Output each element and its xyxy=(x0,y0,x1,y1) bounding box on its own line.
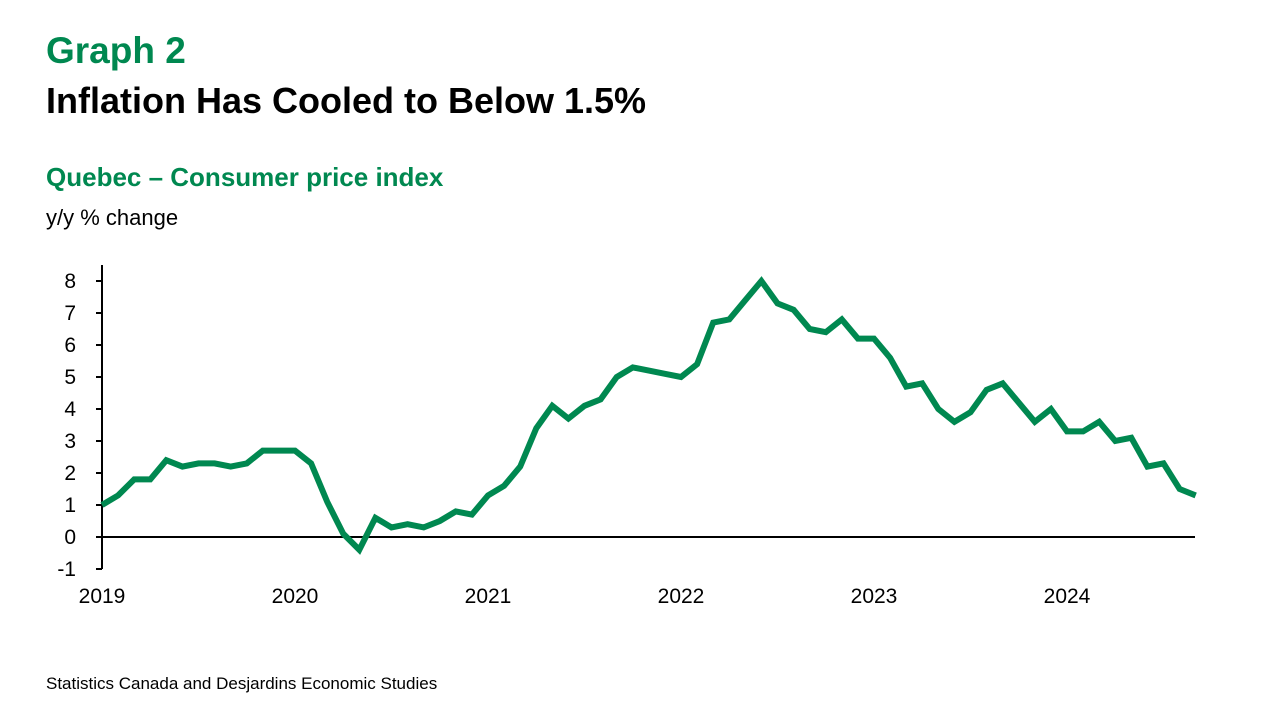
x-tick-label: 2023 xyxy=(851,585,898,608)
x-tick-label: 2022 xyxy=(658,585,705,608)
y-tick-label: 6 xyxy=(64,334,76,357)
y-tick-label: 5 xyxy=(64,366,76,389)
y-tick-label: 3 xyxy=(64,430,76,453)
chart-subtitle: Quebec – Consumer price index xyxy=(46,162,444,192)
y-tick-label: 1 xyxy=(64,494,76,517)
x-tick-label: 2024 xyxy=(1044,585,1091,608)
y-tick-label: 7 xyxy=(64,302,76,325)
y-tick-label: -1 xyxy=(57,558,76,581)
y-axis-unit-label: y/y % change xyxy=(46,205,179,230)
x-tick-label: 2021 xyxy=(465,585,512,608)
chart-title: Inflation Has Cooled to Below 1.5% xyxy=(46,80,647,121)
x-tick-label: 2020 xyxy=(272,585,319,608)
series-line xyxy=(100,276,1197,555)
y-tick-label: 0 xyxy=(64,526,76,549)
source-note: Statistics Canada and Desjardins Economi… xyxy=(46,674,438,693)
y-tick-label: 8 xyxy=(64,270,76,293)
y-tick-label: 4 xyxy=(64,398,76,421)
y-tick-label: 2 xyxy=(64,462,76,485)
x-tick-label: 2019 xyxy=(79,585,126,608)
graph-number: Graph 2 xyxy=(46,30,186,71)
series-group xyxy=(100,276,1197,555)
